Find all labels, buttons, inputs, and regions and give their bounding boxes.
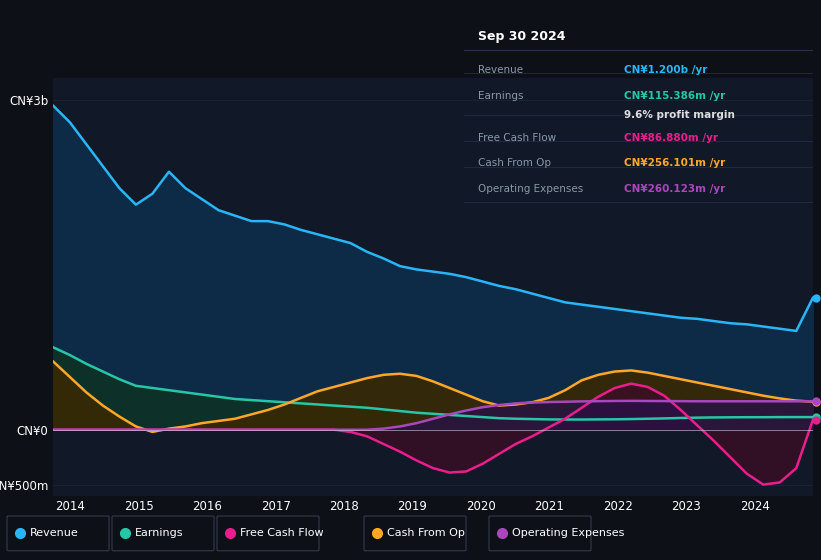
Text: Cash From Op: Cash From Op (478, 158, 551, 169)
Text: Cash From Op: Cash From Op (387, 529, 465, 538)
Text: Operating Expenses: Operating Expenses (512, 529, 625, 538)
Text: Earnings: Earnings (478, 91, 523, 101)
Text: CN¥1.200b /yr: CN¥1.200b /yr (624, 65, 708, 75)
Text: Sep 30 2024: Sep 30 2024 (478, 30, 566, 43)
Text: Revenue: Revenue (478, 65, 523, 75)
Text: Operating Expenses: Operating Expenses (478, 184, 583, 194)
Text: CN¥115.386m /yr: CN¥115.386m /yr (624, 91, 726, 101)
Text: Revenue: Revenue (30, 529, 79, 538)
Text: CN¥256.101m /yr: CN¥256.101m /yr (624, 158, 726, 169)
Text: Free Cash Flow: Free Cash Flow (478, 133, 556, 143)
Text: CN¥86.880m /yr: CN¥86.880m /yr (624, 133, 718, 143)
Text: Free Cash Flow: Free Cash Flow (240, 529, 323, 538)
Text: Earnings: Earnings (135, 529, 184, 538)
Text: CN¥260.123m /yr: CN¥260.123m /yr (624, 184, 726, 194)
Text: 9.6% profit margin: 9.6% profit margin (624, 110, 736, 120)
